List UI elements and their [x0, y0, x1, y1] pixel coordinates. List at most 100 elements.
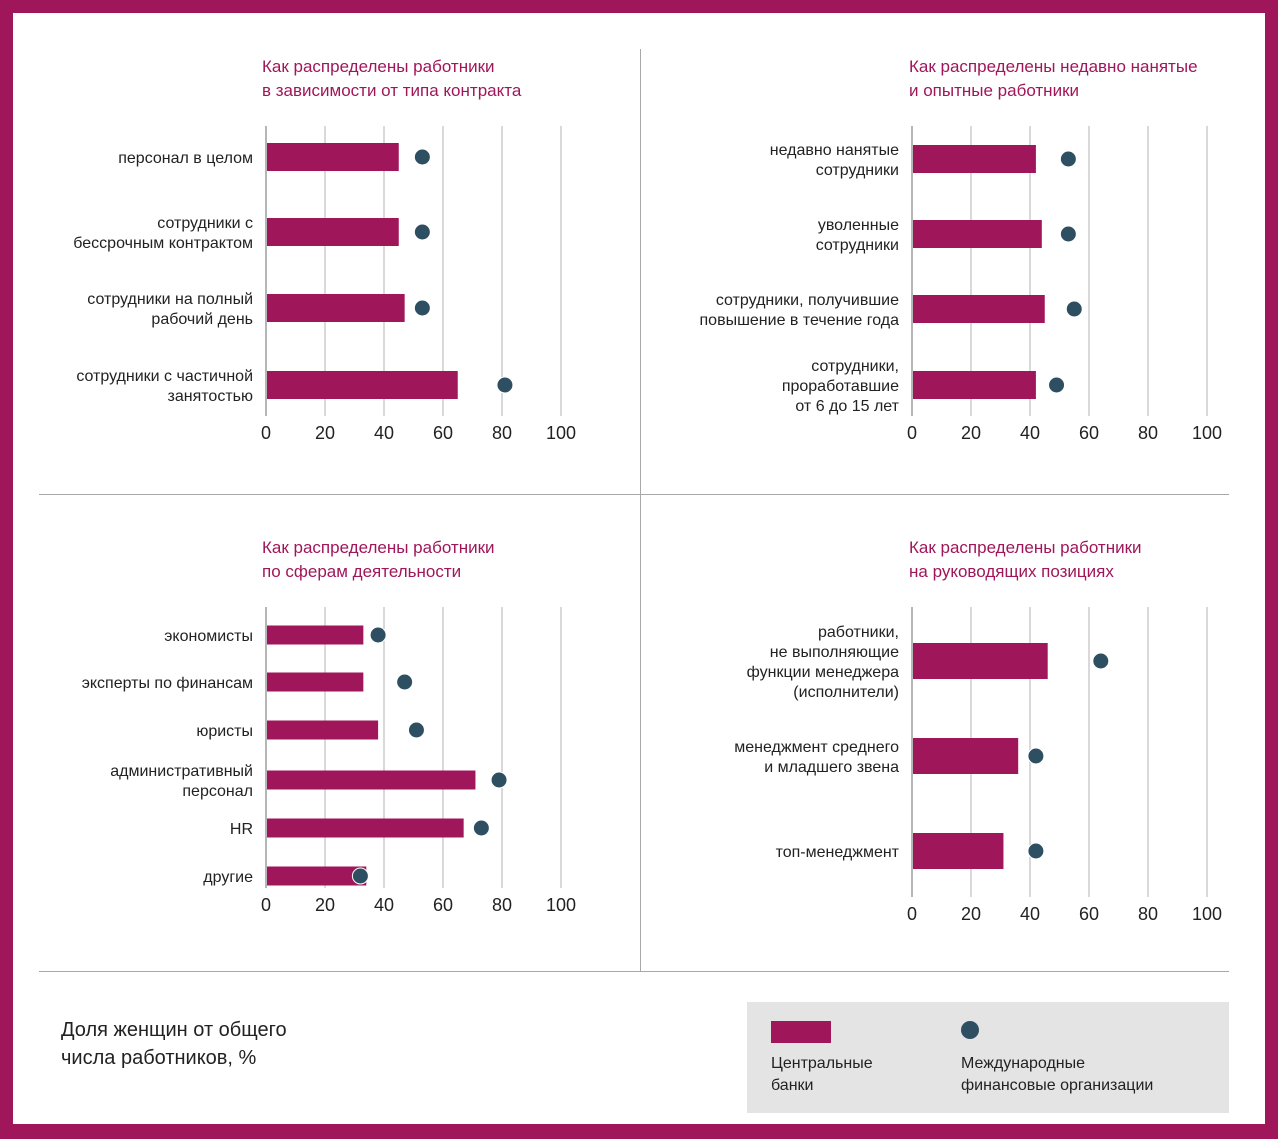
- infographic-frame: Как распределены работники в зависимости …: [13, 13, 1265, 1124]
- category-label-line: эксперты по финансам: [82, 675, 253, 692]
- bar-central-banks: [267, 294, 405, 322]
- bar-central-banks: [913, 833, 1004, 869]
- dot-international-orgs: [1092, 652, 1110, 670]
- chart-caption: Доля женщин от общего числа работников, …: [61, 1019, 287, 1069]
- dot-international-orgs: [369, 626, 387, 644]
- chart-title-line: Как распределены работники: [262, 57, 495, 76]
- category-label-line: юристы: [196, 723, 253, 740]
- category-label-line: топ-менеджмент: [776, 844, 900, 861]
- category-label-line: сотрудники на полный: [87, 291, 253, 308]
- bar-central-banks: [267, 818, 464, 838]
- category-label-line: сотрудники: [816, 237, 899, 254]
- category-label-line: менеджмент среднего: [734, 739, 899, 756]
- category-label: юристы: [196, 723, 253, 740]
- bar-central-banks: [267, 720, 379, 740]
- chart-title-line: в зависимости от типа контракта: [262, 81, 522, 100]
- category-label: административный персонал: [110, 763, 253, 800]
- category-label-line: сотрудники, получившие: [716, 292, 899, 309]
- bar-central-banks: [913, 295, 1045, 323]
- dot-international-orgs: [1048, 376, 1066, 394]
- bar-central-banks: [267, 672, 364, 692]
- category-label: персонал в целом: [118, 150, 253, 167]
- bar-central-banks: [267, 770, 476, 790]
- chart-management-positions: Как распределены работники на руководящих…: [734, 538, 1222, 924]
- tick-label: 0: [907, 423, 917, 443]
- quadrant-divider-horizontal: [39, 494, 1229, 495]
- chart-title-line: Как распределены работники: [262, 538, 495, 557]
- category-label: сотрудники с частичной занятостью: [76, 368, 253, 405]
- category-label-line: повышение в течение года: [700, 312, 900, 329]
- category-label-line: сотрудники с частичной: [76, 368, 253, 385]
- category-label-line: занятостью: [168, 388, 253, 405]
- bar-central-banks: [267, 371, 458, 399]
- category-label: менеджмент среднего и младшего звена: [734, 739, 899, 776]
- category-label-line: сотрудники с: [157, 215, 253, 232]
- legend-swatch-central-banks: [771, 1021, 831, 1043]
- dot-international-orgs: [396, 673, 414, 691]
- category-label: уволенные сотрудники: [816, 217, 899, 254]
- category-label-line: (исполнители): [793, 684, 899, 701]
- chart-contract-type: Как распределены работники в зависимости …: [73, 57, 576, 443]
- category-label-line: бессрочным контрактом: [73, 235, 253, 252]
- category-label-line: сотрудники,: [811, 358, 899, 375]
- tick-label: 0: [907, 904, 917, 924]
- tick-label: 40: [1020, 423, 1040, 443]
- dot-international-orgs: [1065, 300, 1083, 318]
- legend: Центральные банки Международные финансов…: [747, 1002, 1229, 1113]
- category-label-line: недавно нанятые: [770, 142, 899, 159]
- category-label: сотрудники с бессрочным контрактом: [73, 215, 253, 252]
- chart-title: Как распределены работники на руководящих…: [909, 538, 1142, 581]
- category-label-line: HR: [230, 821, 253, 838]
- category-label-line: от 6 до 15 лет: [795, 398, 899, 415]
- chart-title-line: Как распределены недавно нанятые: [909, 57, 1198, 76]
- tick-label: 80: [492, 423, 512, 443]
- footer-divider: [39, 971, 1229, 972]
- chart-title: Как распределены недавно нанятые и опытны…: [909, 57, 1198, 100]
- tick-label: 40: [1020, 904, 1040, 924]
- dot-international-orgs: [413, 223, 431, 241]
- category-label: работники, не выполняющие функции менеджер…: [747, 624, 899, 701]
- tick-label: 100: [546, 895, 576, 915]
- category-label-line: и младшего звена: [764, 759, 899, 776]
- tick-label: 40: [374, 895, 394, 915]
- tick-label: 80: [1138, 423, 1158, 443]
- tick-label: 60: [1079, 904, 1099, 924]
- tick-label: 100: [1192, 904, 1222, 924]
- category-label-line: рабочий день: [151, 311, 253, 328]
- tick-label: 60: [1079, 423, 1099, 443]
- bar-central-banks: [267, 143, 399, 171]
- chart-title: Как распределены работники по сферам деят…: [262, 538, 495, 581]
- dot-international-orgs: [490, 771, 508, 789]
- tick-label: 20: [315, 895, 335, 915]
- tick-label: 60: [433, 895, 453, 915]
- dot-international-orgs: [413, 148, 431, 166]
- quadrant-divider-vertical: [640, 49, 641, 971]
- category-label: сотрудники, получившие повышение в течени…: [700, 292, 900, 329]
- tick-label: 0: [261, 423, 271, 443]
- category-label: топ-менеджмент: [776, 844, 900, 861]
- tick-label: 80: [492, 895, 512, 915]
- dot-international-orgs: [1027, 842, 1045, 860]
- dot-international-orgs: [1027, 747, 1045, 765]
- dot-international-orgs: [351, 867, 369, 885]
- tick-label: 20: [961, 904, 981, 924]
- dot-international-orgs: [472, 819, 490, 837]
- tick-label: 0: [261, 895, 271, 915]
- chart-activity-areas: Как распределены работники по сферам деят…: [82, 538, 576, 915]
- dot-international-orgs: [1059, 150, 1077, 168]
- dot-international-orgs: [496, 376, 514, 394]
- bar-central-banks: [267, 866, 367, 886]
- chart-title: Как распределены работники в зависимости …: [262, 57, 522, 100]
- legend-label-central-banks: Центральные банки: [771, 1055, 873, 1094]
- category-label-line: сотрудники: [816, 162, 899, 179]
- tick-label: 20: [961, 423, 981, 443]
- bar-central-banks: [267, 218, 399, 246]
- tick-label: 60: [433, 423, 453, 443]
- category-label-line: работники,: [818, 624, 899, 641]
- chart-title-line: Как распределены работники: [909, 538, 1142, 557]
- tick-label: 100: [546, 423, 576, 443]
- dot-international-orgs: [1059, 225, 1077, 243]
- category-label: HR: [230, 821, 253, 838]
- legend-swatch-international-orgs: [961, 1021, 979, 1039]
- category-label-line: уволенные: [818, 217, 899, 234]
